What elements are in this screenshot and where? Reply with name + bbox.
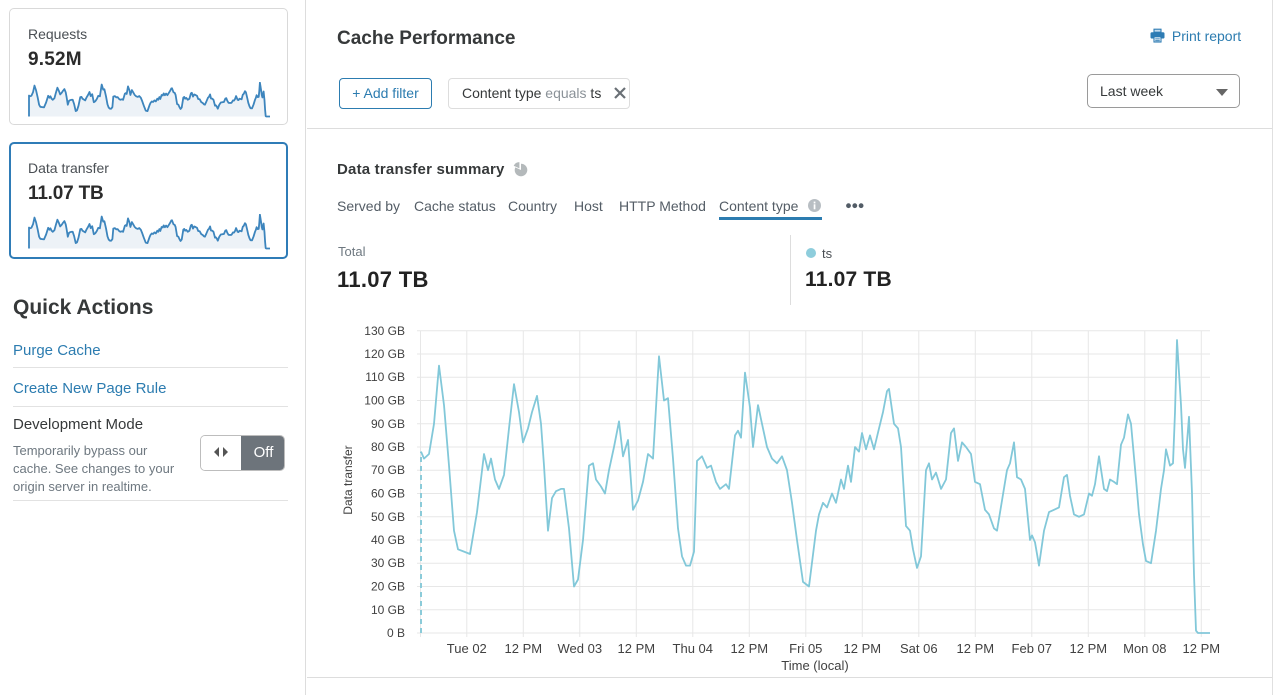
- svg-text:Thu 04: Thu 04: [673, 641, 713, 656]
- svg-text:12 PM: 12 PM: [957, 641, 995, 656]
- svg-text:Wed 03: Wed 03: [558, 641, 603, 656]
- svg-text:12 PM: 12 PM: [844, 641, 882, 656]
- svg-text:Sat 06: Sat 06: [900, 641, 938, 656]
- svg-text:80 GB: 80 GB: [371, 440, 405, 454]
- svg-text:50 GB: 50 GB: [371, 510, 405, 524]
- svg-text:12 PM: 12 PM: [505, 641, 543, 656]
- svg-text:130 GB: 130 GB: [364, 324, 405, 338]
- svg-text:120 GB: 120 GB: [364, 347, 405, 361]
- svg-text:60 GB: 60 GB: [371, 487, 405, 501]
- svg-text:30 GB: 30 GB: [371, 556, 405, 570]
- svg-text:12 PM: 12 PM: [731, 641, 769, 656]
- svg-text:Time (local): Time (local): [781, 658, 848, 673]
- svg-text:90 GB: 90 GB: [371, 417, 405, 431]
- svg-text:Fri 05: Fri 05: [789, 641, 822, 656]
- svg-text:70 GB: 70 GB: [371, 463, 405, 477]
- svg-text:20 GB: 20 GB: [371, 580, 405, 594]
- svg-text:Mon 08: Mon 08: [1123, 641, 1166, 656]
- svg-text:10 GB: 10 GB: [371, 603, 405, 617]
- svg-text:Data transfer: Data transfer: [341, 445, 355, 514]
- svg-text:12 PM: 12 PM: [618, 641, 656, 656]
- svg-text:100 GB: 100 GB: [364, 394, 405, 408]
- svg-text:Tue 02: Tue 02: [447, 641, 487, 656]
- svg-text:110 GB: 110 GB: [365, 370, 405, 384]
- svg-text:12 PM: 12 PM: [1070, 641, 1108, 656]
- svg-text:0 B: 0 B: [387, 626, 405, 640]
- svg-text:12 PM: 12 PM: [1183, 641, 1221, 656]
- svg-text:Feb 07: Feb 07: [1012, 641, 1052, 656]
- svg-text:40 GB: 40 GB: [371, 533, 405, 547]
